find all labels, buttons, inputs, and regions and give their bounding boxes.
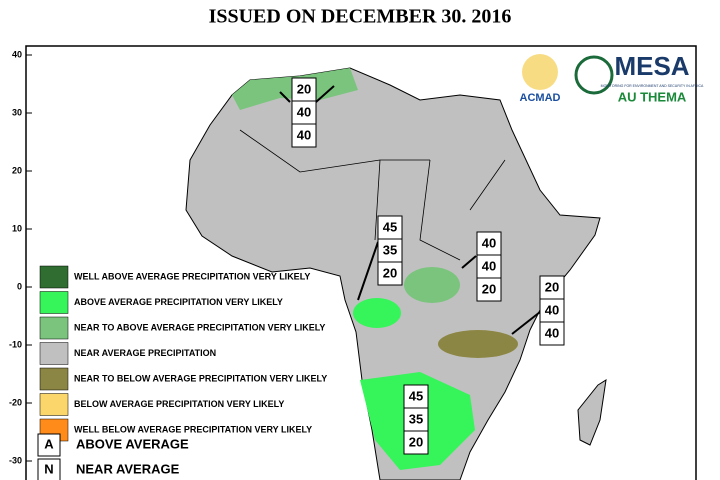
legend-swatch <box>39 291 69 314</box>
y-tick-label: 40 <box>12 49 22 59</box>
forecast-value: 45 <box>383 219 397 234</box>
au-logo: AU THEMA <box>618 89 687 104</box>
forecast-cell <box>476 277 502 302</box>
legend-label: ABOVE AVERAGE PRECIPITATION VERY LIKELY <box>74 297 283 307</box>
legend-label: WELL ABOVE AVERAGE PRECIPITATION VERY LI… <box>74 271 310 281</box>
legend-swatch <box>39 265 69 289</box>
forecast-value: 45 <box>409 388 423 403</box>
mesa-logo: MESA <box>614 51 689 81</box>
y-tick-label: -30 <box>9 455 22 465</box>
legend-swatch <box>39 393 69 416</box>
forecast-value: 20 <box>297 81 311 96</box>
legend-swatch <box>39 342 69 365</box>
y-tick-label: 30 <box>12 107 22 117</box>
acmad-emblem <box>522 54 558 90</box>
legend-label: BELOW AVERAGE PRECIPITATION VERY LIKELY <box>74 399 284 409</box>
forecast-value: 20 <box>409 434 423 449</box>
legend-label: WELL BELOW AVERAGE PRECIPITATION VERY LI… <box>74 424 312 434</box>
y-tick-label: 0 <box>17 281 22 291</box>
key-box <box>37 433 61 457</box>
legend-label: NEAR TO ABOVE AVERAGE PRECIPITATION VERY… <box>74 322 325 332</box>
forecast-cell <box>291 123 317 148</box>
forecast-cell <box>539 321 565 346</box>
forecast-value: 40 <box>482 235 496 250</box>
forecast-cell <box>403 430 429 455</box>
madagascar <box>577 379 607 446</box>
legend-label: NEAR AVERAGE PRECIPITATION <box>74 348 216 358</box>
y-tick-label: 10 <box>12 223 22 233</box>
key-label: ABOVE AVERAGE <box>76 436 189 451</box>
arrows <box>279 85 541 335</box>
forecast-value: 20 <box>545 279 559 294</box>
logos: ACMAD MESA MONITORING FOR ENVIRONMENT AN… <box>520 51 704 105</box>
y-tick-label: -10 <box>9 339 22 349</box>
forecast-value: 35 <box>383 242 397 257</box>
region-olive <box>438 330 518 358</box>
mesa-subtitle: MONITORING FOR ENVIRONMENT AND SECURITY … <box>601 84 704 88</box>
forecast-value: 40 <box>297 104 311 119</box>
legend-swatch <box>39 316 69 340</box>
y-tick-label: -20 <box>9 397 22 407</box>
forecast-value: 40 <box>482 258 496 273</box>
forecast-value: 20 <box>482 281 496 296</box>
region-west <box>353 298 401 328</box>
key-letter: A <box>44 436 54 451</box>
key-label: NEAR AVERAGE <box>76 461 180 476</box>
forecast-value: 40 <box>545 302 559 317</box>
y-tick-label: 20 <box>12 165 22 175</box>
legend-label: NEAR TO BELOW AVERAGE PRECIPITATION VERY… <box>74 373 327 383</box>
region-east <box>404 267 460 303</box>
forecast-value: 40 <box>297 127 311 142</box>
forecast-value: 40 <box>545 325 559 340</box>
forecast-value: 35 <box>409 411 423 426</box>
key-box <box>37 458 61 480</box>
acmad-logo: ACMAD <box>520 92 561 104</box>
borders <box>239 129 506 261</box>
forecast-cell <box>377 261 403 286</box>
legend-swatch <box>39 367 69 391</box>
title: ISSUED ON DECEMBER 30. 2016 <box>209 6 512 28</box>
key-letter: N <box>44 461 53 476</box>
forecast-value: 20 <box>383 265 397 280</box>
mesa-emblem <box>574 55 614 95</box>
